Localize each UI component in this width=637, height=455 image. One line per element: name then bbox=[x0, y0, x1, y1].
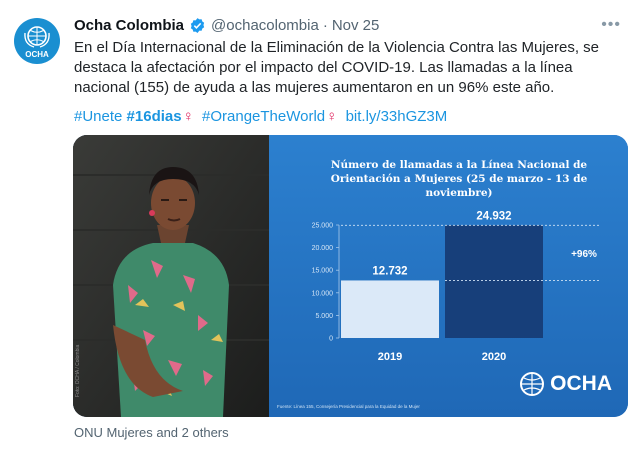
verified-badge-icon bbox=[190, 17, 205, 33]
y-tick-label: 0 bbox=[329, 336, 333, 343]
un-globe-icon bbox=[520, 372, 545, 396]
avatar-label: OCHA bbox=[25, 50, 49, 59]
profile-avatar[interactable]: OCHA bbox=[14, 18, 60, 64]
y-tick-label: 20.000 bbox=[312, 245, 334, 252]
tweet-link[interactable]: bit.ly/33hGZ3M bbox=[345, 108, 448, 125]
tweet-hashtags: #Unete #16dias♀ #OrangeTheWorld♀ bit.ly/… bbox=[74, 107, 447, 127]
tweet-date[interactable]: Nov 25 bbox=[331, 16, 380, 34]
bar-value-label: 12.732 bbox=[372, 265, 407, 277]
hashtag-unete[interactable]: #Unete bbox=[74, 108, 123, 125]
bar-2020 bbox=[445, 225, 543, 338]
bar-chart: 0 5.000 10.000 15.000 20.000 25.000 12.732 2019… bbox=[312, 210, 599, 363]
tweet-header: Ocha Colombia @ochacolombia · Nov 25 ••• bbox=[74, 14, 625, 36]
chart-source: Fuente: Línea 155, Consejería Presidenci… bbox=[277, 404, 420, 409]
tweet-media-image[interactable]: Foto: OCHA / Colombia Número de llamadas… bbox=[73, 135, 628, 417]
un-emblem-icon bbox=[24, 26, 50, 48]
hashtag-16dias[interactable]: #16dias bbox=[126, 108, 182, 125]
chart-panel: Número de llamadas a la Línea Nacional d… bbox=[269, 135, 628, 417]
photo-credit: Foto: OCHA / Colombia bbox=[75, 344, 81, 397]
portrait-illustration bbox=[73, 135, 269, 417]
venus-icon: ♀ bbox=[182, 108, 194, 125]
chart-title: Número de llamadas a la Línea Nacional d… bbox=[330, 159, 588, 199]
display-name[interactable]: Ocha Colombia bbox=[74, 16, 185, 34]
hashtag-orangetheworld[interactable]: #OrangeTheWorld bbox=[202, 108, 326, 125]
tagged-users[interactable]: ONU Mujeres and 2 others bbox=[74, 425, 229, 440]
venus-icon: ♀ bbox=[326, 108, 338, 125]
increase-annotation: +96% bbox=[571, 249, 597, 260]
user-handle[interactable]: @ochacolombia bbox=[211, 16, 319, 34]
y-tick-label: 5.000 bbox=[315, 313, 333, 320]
y-tick-label: 25.000 bbox=[312, 223, 334, 230]
woman-portrait-photo: Foto: OCHA / Colombia bbox=[73, 135, 269, 417]
bar-2019 bbox=[341, 280, 439, 338]
x-category-label: 2019 bbox=[378, 351, 402, 363]
separator-dot: · bbox=[322, 16, 328, 34]
more-options-icon[interactable]: ••• bbox=[601, 16, 621, 33]
x-category-label: 2020 bbox=[482, 351, 506, 363]
y-tick-label: 15.000 bbox=[312, 268, 334, 275]
ocha-logo-text: OCHA bbox=[550, 372, 612, 395]
y-tick-label: 10.000 bbox=[312, 290, 334, 297]
bar-value-label: 24.932 bbox=[476, 210, 511, 222]
ocha-logo: OCHA bbox=[519, 371, 612, 397]
tweet-text: En el Día Internacional de la Eliminació… bbox=[74, 39, 600, 96]
